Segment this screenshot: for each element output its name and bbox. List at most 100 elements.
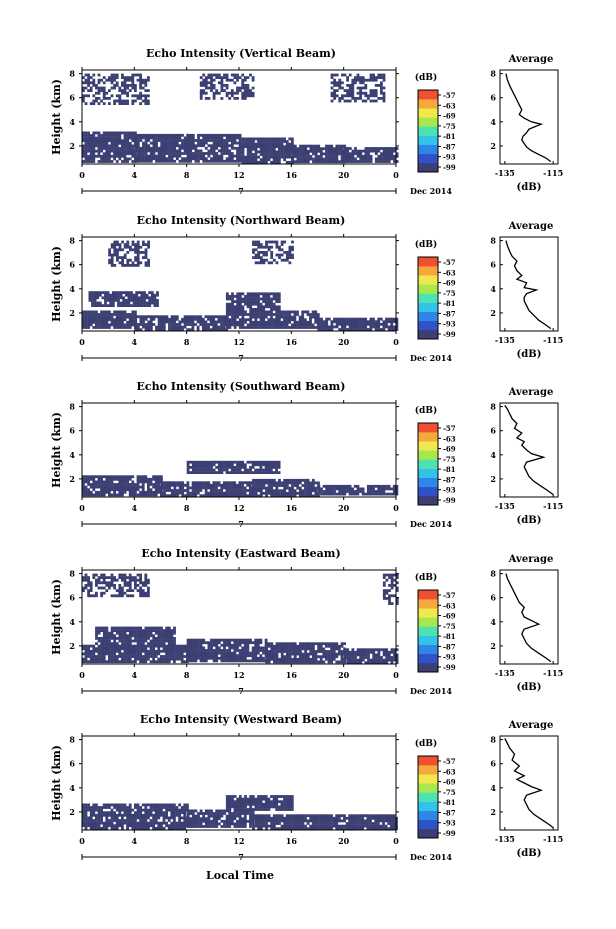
echo-cell — [110, 256, 114, 259]
echo-cell — [220, 460, 224, 464]
echo-cell — [102, 326, 106, 329]
echo-cell — [134, 86, 137, 90]
echo-cell — [252, 145, 255, 149]
echo-cell — [254, 248, 258, 252]
echo-cell — [113, 578, 116, 582]
echo-cell — [233, 97, 237, 100]
echo-cell — [134, 256, 137, 259]
echo-cell — [304, 157, 308, 161]
echo-cell — [249, 651, 252, 655]
echo-cell — [89, 649, 93, 653]
echo-cell — [82, 326, 85, 329]
echo-cell — [194, 466, 198, 469]
echo-cell — [126, 326, 129, 329]
echo-cell — [335, 317, 339, 321]
echo-cell — [249, 320, 253, 324]
echo-cell — [377, 661, 381, 665]
echo-cell — [105, 634, 109, 638]
echo-cell — [304, 160, 308, 164]
echo-cell — [220, 659, 224, 663]
echo-cell — [288, 245, 292, 249]
echo-cell — [319, 157, 323, 161]
echo-cell — [220, 489, 224, 492]
echo-cell — [257, 478, 261, 482]
echo-cell — [93, 296, 97, 300]
echo-cell — [145, 304, 149, 307]
echo-cell — [299, 155, 302, 158]
echo-cell — [121, 160, 124, 163]
echo-cell — [108, 313, 111, 316]
echo-cell — [196, 489, 200, 492]
echo-cell — [390, 658, 394, 662]
echo-cell — [89, 136, 93, 140]
echo-cell — [175, 154, 179, 158]
echo-cell — [231, 302, 234, 306]
echo-cell — [267, 313, 271, 316]
echo-cell — [233, 318, 237, 322]
echo-cell — [254, 243, 258, 246]
echo-cell — [390, 487, 394, 491]
echo-cell — [340, 149, 344, 153]
echo-cell — [309, 484, 313, 487]
echo-cell — [377, 656, 381, 659]
echo-cell — [330, 155, 334, 158]
echo-cell — [254, 491, 258, 495]
echo-cell — [265, 655, 268, 659]
echo-cell — [129, 245, 132, 249]
colorbar-tick-label: -63 — [443, 101, 456, 110]
echo-cell — [84, 78, 88, 82]
echo-cell — [244, 160, 247, 164]
x-tick-label: 12 — [233, 337, 244, 347]
echo-cell — [301, 642, 305, 646]
echo-cell — [395, 586, 399, 590]
echo-cell — [385, 658, 389, 662]
echo-cell — [246, 646, 250, 650]
echo-cell — [189, 157, 193, 161]
echo-cell — [207, 468, 211, 472]
echo-cell — [374, 661, 378, 665]
echo-cell — [246, 295, 250, 298]
echo-cell — [105, 477, 109, 481]
echo-cell — [275, 310, 279, 314]
echo-cell — [257, 142, 260, 146]
echo-cell — [291, 478, 294, 482]
echo-cell — [105, 313, 109, 316]
echo-cell — [283, 655, 287, 659]
echo-cell — [267, 261, 271, 265]
echo-cell — [152, 634, 156, 638]
echo-cell — [264, 463, 268, 467]
echo-cell — [257, 313, 260, 316]
echo-cell — [290, 310, 294, 314]
echo-cell — [134, 144, 138, 148]
echo-cell — [262, 142, 266, 146]
echo-cell — [343, 328, 347, 331]
echo-cell — [113, 488, 116, 492]
echo-cell — [110, 323, 114, 327]
echo-cell — [100, 315, 103, 319]
echo-cell — [333, 94, 336, 98]
echo-cell — [270, 145, 273, 149]
echo-cell — [183, 317, 187, 321]
echo-cell — [369, 76, 373, 79]
echo-cell — [332, 647, 336, 651]
echo-cell — [293, 152, 297, 156]
echo-cell — [144, 317, 148, 321]
echo-cell — [270, 245, 274, 249]
echo-cell — [306, 149, 310, 153]
echo-cell — [254, 641, 258, 645]
echo-cell — [220, 491, 224, 495]
echo-cell — [115, 629, 119, 632]
echo-cell — [173, 154, 177, 158]
echo-cell — [175, 323, 179, 326]
echo-cell — [141, 485, 145, 489]
echo-cell — [275, 245, 279, 249]
echo-cell — [191, 641, 195, 645]
echo-cell — [241, 649, 245, 652]
echo-region — [252, 240, 294, 265]
echo-cell — [113, 652, 116, 656]
echo-cell — [183, 141, 187, 145]
echo-cell — [314, 486, 318, 490]
echo-cell — [175, 655, 179, 658]
echo-cell — [351, 154, 355, 158]
echo-cell — [291, 256, 294, 259]
